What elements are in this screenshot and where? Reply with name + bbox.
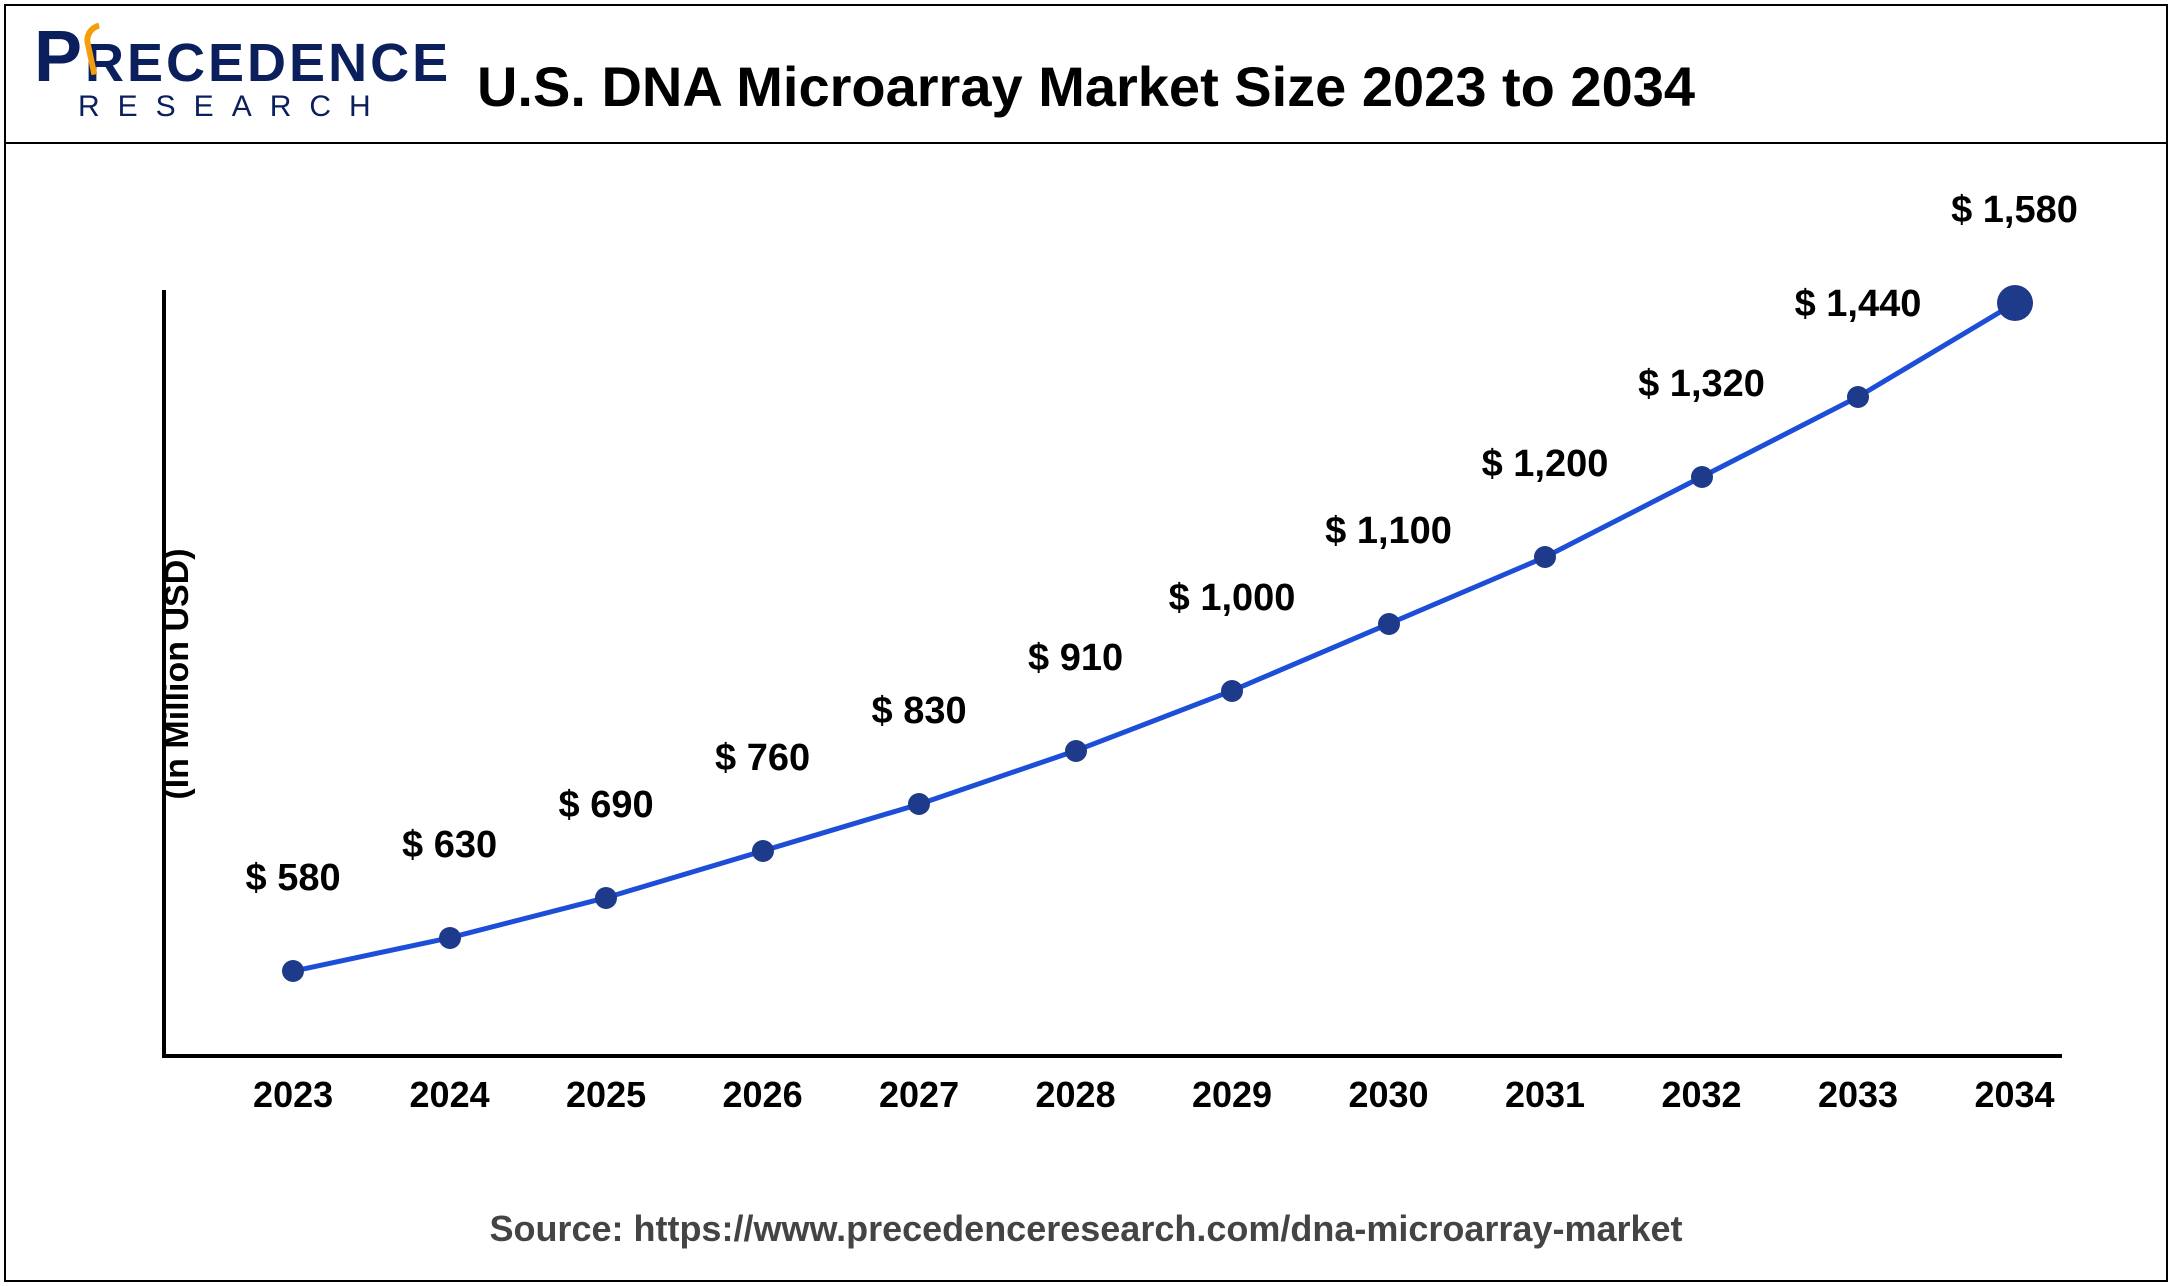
data-point: [1691, 466, 1713, 488]
data-label: $ 1,580: [1951, 189, 2078, 232]
data-label: $ 580: [246, 857, 341, 900]
data-label: $ 910: [1028, 637, 1123, 680]
chart-plot-area: (In Million USD) $ 5802023$ 6302024$ 690…: [162, 290, 2062, 1058]
x-tick-label: 2033: [1818, 1074, 1898, 1116]
data-point: [1997, 285, 2033, 321]
data-label: $ 1,320: [1638, 363, 1765, 406]
data-label: $ 690: [559, 784, 654, 827]
x-tick-label: 2031: [1505, 1074, 1585, 1116]
x-tick-label: 2030: [1348, 1074, 1428, 1116]
x-tick-label: 2027: [879, 1074, 959, 1116]
data-point: [1221, 680, 1243, 702]
data-point: [1378, 613, 1400, 635]
data-point: [439, 927, 461, 949]
source-attribution: Source: https://www.precedenceresearch.c…: [0, 1208, 2172, 1250]
data-label: $ 760: [715, 737, 810, 780]
data-label: $ 1,200: [1482, 443, 1609, 486]
data-point: [908, 793, 930, 815]
data-label: $ 1,000: [1169, 577, 1296, 620]
data-point: [752, 840, 774, 862]
data-point: [1065, 740, 1087, 762]
x-tick-label: 2024: [410, 1074, 490, 1116]
header: PRECEDENCE RESEARCH U.S. DNA Microarray …: [4, 4, 2168, 144]
x-tick-label: 2032: [1661, 1074, 1741, 1116]
x-tick-label: 2026: [723, 1074, 803, 1116]
data-label: $ 830: [872, 690, 967, 733]
x-tick-label: 2023: [253, 1074, 333, 1116]
data-label: $ 630: [402, 824, 497, 867]
data-label: $ 1,440: [1795, 283, 1922, 326]
x-tick-label: 2028: [1036, 1074, 1116, 1116]
chart-title: U.S. DNA Microarray Market Size 2023 to …: [4, 54, 2168, 119]
x-tick-label: 2025: [566, 1074, 646, 1116]
x-tick-label: 2034: [1974, 1074, 2054, 1116]
data-point: [282, 960, 304, 982]
x-tick-label: 2029: [1192, 1074, 1272, 1116]
data-point: [1847, 386, 1869, 408]
data-point: [1534, 546, 1556, 568]
data-label: $ 1,100: [1325, 510, 1452, 553]
data-point: [595, 887, 617, 909]
